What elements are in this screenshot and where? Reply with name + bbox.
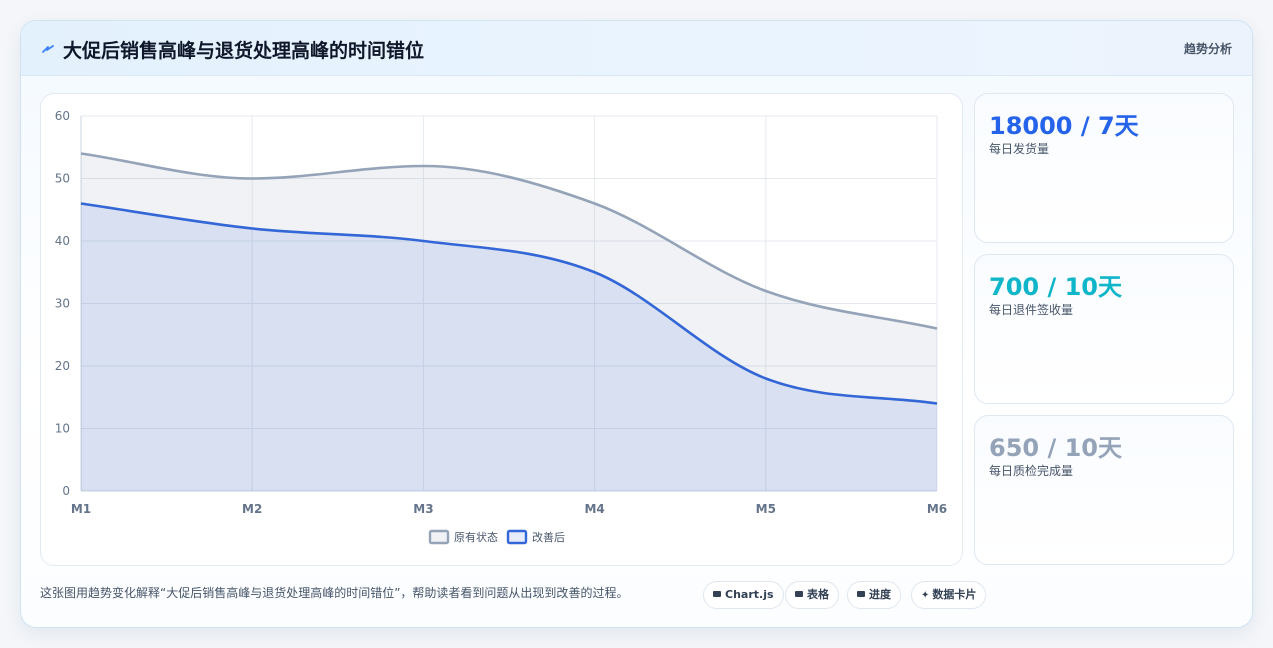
legend-swatch bbox=[428, 529, 450, 545]
stat-label: 每日退件签收量 bbox=[989, 303, 1074, 317]
y-tick-label: 40 bbox=[55, 234, 70, 248]
x-tick-label: M2 bbox=[242, 502, 262, 516]
chip-progress[interactable]: 进度 bbox=[847, 581, 901, 609]
chip-label: 进度 bbox=[869, 588, 891, 601]
x-tick-label: M6 bbox=[927, 502, 947, 516]
x-tick-label: M5 bbox=[756, 502, 776, 516]
stat-card-returns: 700 / 10天 每日退件签收量 bbox=[974, 254, 1234, 404]
stat-label: 每日质检完成量 bbox=[989, 464, 1074, 478]
legend-label: 原有状态 bbox=[454, 530, 498, 544]
series-line bbox=[80, 152, 938, 330]
chart-caption: 这张图用趋势变化解释“大促后销售高峰与退货处理高峰的时间错位”，帮助读者看到问题… bbox=[40, 586, 629, 600]
chip-label: 数据卡片 bbox=[932, 588, 977, 601]
chip-label: Chart.js bbox=[725, 588, 774, 601]
chip-chartjs[interactable]: Chart.js bbox=[703, 581, 784, 609]
chip-table[interactable]: 表格 bbox=[785, 581, 839, 609]
card-icon bbox=[713, 591, 721, 597]
page-title: 大促后销售高峰与退货处理高峰的时间错位 bbox=[63, 40, 425, 62]
area-chart: 0 10 20 30 40 50 60 M1 M2 M3 M4 M5 M6 原有状态 改善后 bbox=[55, 109, 947, 545]
x-tick-label: M1 bbox=[71, 502, 91, 516]
bolt-icon bbox=[42, 45, 54, 53]
x-tick-label: M3 bbox=[413, 502, 433, 516]
table-icon bbox=[795, 591, 803, 597]
sparkle-icon: ✦ bbox=[921, 590, 930, 601]
card-header: 大促后销售高峰与退货处理高峰的时间错位 趋势分析 bbox=[21, 21, 1252, 76]
chip-label: 表格 bbox=[807, 588, 829, 601]
y-tick-label: 50 bbox=[55, 172, 70, 186]
stat-card-inspection: 650 / 10天 每日质检完成量 bbox=[974, 415, 1234, 565]
stat-value: 700 / 10天 bbox=[989, 273, 1122, 301]
legend-label: 改善后 bbox=[532, 530, 565, 544]
y-tick-label: 10 bbox=[55, 422, 70, 436]
dashboard-card: 大促后销售高峰与退货处理高峰的时间错位 趋势分析 0 10 20 30 40 50 60 M1… bbox=[20, 20, 1253, 628]
y-tick-label: 60 bbox=[55, 109, 70, 123]
y-tick-label: 20 bbox=[55, 359, 70, 373]
stat-card-shipping: 18000 / 7天 每日发货量 bbox=[974, 93, 1234, 243]
legend-swatch bbox=[506, 529, 528, 545]
y-tick-label: 0 bbox=[62, 484, 70, 498]
series-line bbox=[80, 202, 938, 405]
chart-panel: 0 10 20 30 40 50 60 M1 M2 M3 M4 M5 M6 原有状态 改善后 bbox=[40, 93, 963, 566]
series-area bbox=[81, 153, 937, 491]
trend-analysis-tag: 趋势分析 bbox=[1183, 42, 1232, 56]
stat-value: 650 / 10天 bbox=[989, 434, 1122, 462]
y-tick-label: 30 bbox=[55, 297, 70, 311]
progress-icon bbox=[857, 591, 865, 597]
chip-data-cards[interactable]: ✦ 数据卡片 bbox=[911, 581, 987, 609]
x-tick-label: M4 bbox=[584, 502, 604, 516]
stat-value: 18000 / 7天 bbox=[989, 112, 1139, 140]
series-area bbox=[81, 203, 937, 491]
stat-label: 每日发货量 bbox=[989, 142, 1050, 156]
